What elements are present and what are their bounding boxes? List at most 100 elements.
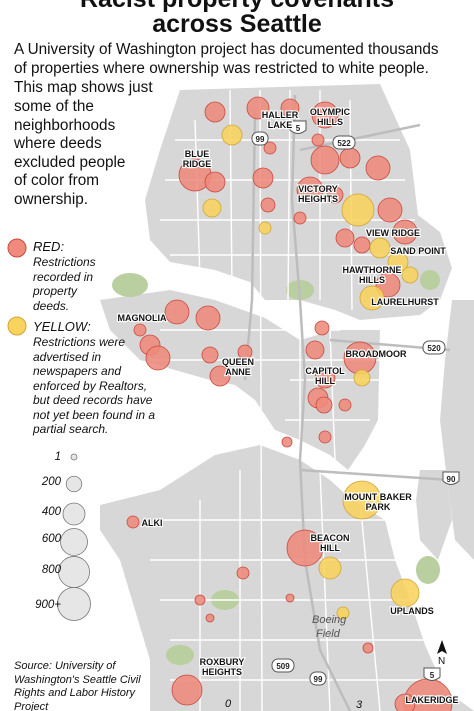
neighborhood-label: MAGNOLIA: [118, 313, 167, 323]
central-seattle-land: [100, 290, 380, 470]
advertised-restriction-circle: [221, 124, 243, 146]
highway-shield-icon: 5: [423, 667, 441, 681]
neighborhood-label: HALLER LAKE: [262, 110, 299, 130]
legend-yellow-swatch: [7, 316, 27, 336]
source-note: Source: University of Washington's Seatt…: [14, 660, 141, 711]
deed-restriction-circle: [318, 430, 332, 444]
deed-restriction-circle: [285, 593, 295, 603]
deed-restriction-circle: [338, 398, 352, 412]
size-label-200: 200: [41, 476, 61, 488]
legend-size-circle: [65, 475, 83, 493]
deed-restriction-circle: [237, 344, 253, 360]
neighborhood-label: ROXBURY HEIGHTS: [200, 657, 245, 677]
deed-restriction-circle: [260, 197, 276, 213]
park-area: [416, 556, 440, 584]
deed-restriction-circle: [362, 642, 374, 654]
boeing-field-label: Field: [316, 628, 341, 640]
neighborhood-label: BLUE RIDGE: [183, 149, 212, 169]
advertised-restriction-circle: [369, 237, 391, 259]
legend-size-circle: [57, 587, 91, 621]
deed-restriction-circle: [296, 176, 324, 204]
deed-restriction-circle: [305, 340, 325, 360]
deed-restriction-circle: [201, 346, 219, 364]
advertised-restriction-circle: [202, 198, 222, 218]
svg-text:520: 520: [427, 344, 441, 353]
neighborhood-label: UPLANDS: [390, 606, 434, 616]
advertised-restriction-circle: [342, 480, 382, 520]
svg-text:99: 99: [256, 135, 265, 144]
south-seattle-land: [100, 445, 474, 711]
park-area: [420, 270, 440, 290]
deed-restriction-circle: [209, 365, 231, 387]
legend-size-circles: [57, 453, 91, 621]
highway-shield-icon: 99: [251, 131, 269, 146]
neighborhood-label: QUEEN ANNE: [222, 357, 254, 377]
neighborhood-label: LAKERIDGE: [405, 695, 458, 705]
size-label-600: 600: [41, 533, 61, 545]
deed-restriction-circle: [280, 98, 300, 118]
highway-shield-icon: 90: [442, 471, 460, 485]
legend-red-label: RED:: [33, 239, 65, 254]
neighborhood-label: MOUNT BAKER PARK: [344, 492, 412, 512]
deed-restriction-circle: [164, 299, 190, 325]
deed-restriction-circle: [246, 96, 270, 120]
neighborhood-label: BROADMOOR: [346, 349, 407, 359]
deed-restriction-circle: [311, 101, 339, 129]
deed-restriction-circle: [133, 323, 147, 337]
deed-restriction-circle: [310, 145, 340, 175]
intro-line-1: A University of Washington project has d…: [14, 41, 439, 58]
deed-restriction-circle: [365, 155, 391, 181]
advertised-restriction-circle: [341, 193, 375, 227]
park-area: [112, 273, 148, 297]
svg-text:5: 5: [296, 124, 301, 133]
advertised-restriction-circle: [390, 578, 420, 608]
intro-line-2: of properties where ownership was restri…: [14, 60, 429, 77]
deed-restriction-circle: [195, 305, 221, 331]
neighborhood-labels: HALLER LAKE OLYMPIC HILLS BLUE RIDGE VICTORY HE…: [116, 106, 459, 706]
neighborhood-label: BEACON HILL: [310, 533, 349, 553]
deed-restriction-circle: [263, 141, 277, 155]
svg-text:522: 522: [337, 139, 351, 148]
headline-line-2: across Seattle: [152, 10, 322, 38]
deed-restriction-circle: [326, 186, 344, 204]
scale-label-end: 3: [356, 699, 363, 711]
deed-restriction-circle: [252, 167, 274, 189]
boeing-field-label: Boeing: [312, 614, 347, 626]
legend-size-circle: [58, 556, 90, 588]
deed-restriction-circle: [126, 515, 140, 529]
deed-restriction-circle: [314, 320, 330, 336]
neighborhood-label: OLYMPIC HILLS: [310, 107, 351, 127]
deed-restriction-circle: [314, 367, 336, 389]
intro-line-3: This map shows just: [14, 79, 153, 96]
size-label-1: 1: [54, 451, 61, 463]
highway-shield-icon: 99: [309, 671, 327, 686]
highway-shield-icon: 509: [271, 658, 295, 673]
deed-restriction-circle: [293, 211, 307, 225]
deed-restriction-circle: [194, 594, 206, 606]
north-arrow-icon: [437, 640, 447, 654]
highway-shield-icon: 5: [289, 120, 307, 134]
deed-restriction-circle: [281, 436, 293, 448]
highway-shield-icon: 520: [422, 340, 446, 355]
deed-restriction-circle: [315, 396, 333, 414]
legend-yellow-label: YELLOW:: [33, 319, 91, 334]
size-label-900: 900+: [35, 599, 61, 611]
east-shore-land: [440, 300, 474, 560]
neighborhood-label: SAND POINT: [390, 246, 446, 256]
legend-size-circle: [62, 502, 86, 526]
size-label-400: 400: [41, 506, 61, 518]
deed-restriction-circle: [353, 236, 371, 254]
advertised-restriction-circle: [336, 606, 350, 620]
deed-restriction-circle: [145, 345, 171, 371]
advertised-restriction-circle: [353, 369, 371, 387]
deed-restriction-circle: [335, 228, 355, 248]
deed-restriction-circle: [236, 566, 250, 580]
deed-restriction-circle: [204, 171, 226, 193]
deed-restriction-circle: [311, 133, 325, 147]
highway-shield-icon: 522: [332, 135, 356, 150]
size-label-800: 800: [41, 564, 61, 576]
covenant-circles: [126, 96, 453, 711]
svg-text:99: 99: [314, 675, 323, 684]
deed-restriction-circle: [377, 197, 403, 223]
